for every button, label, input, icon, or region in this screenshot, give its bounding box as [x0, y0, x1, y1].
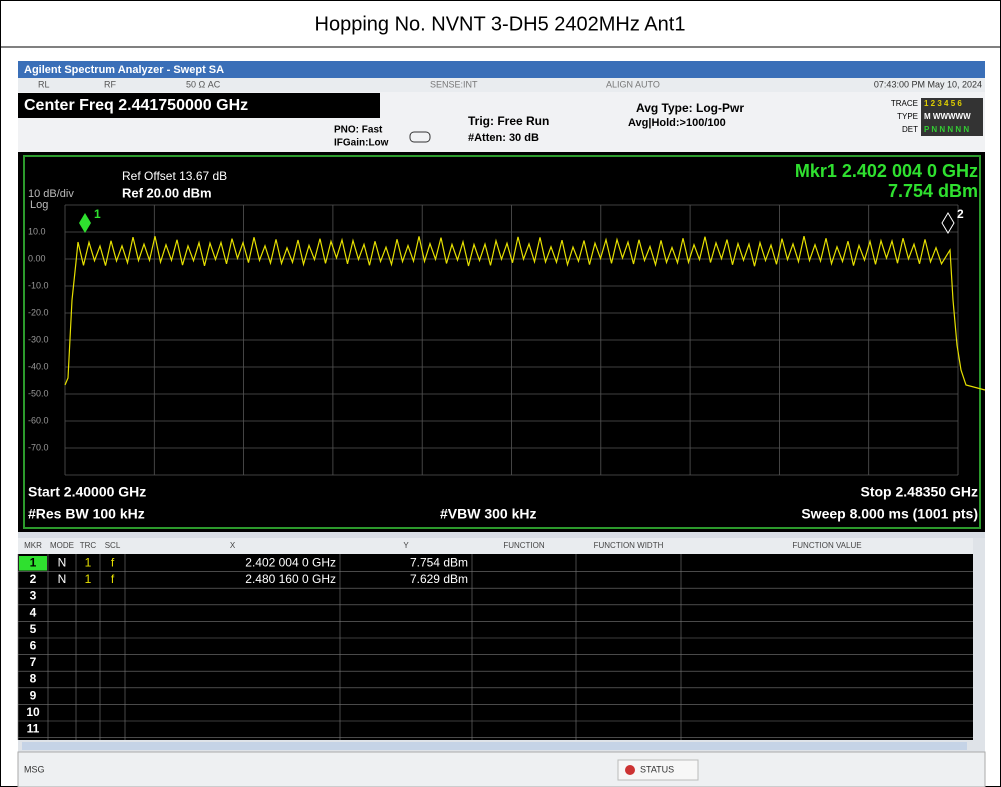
table-cell: 7 [30, 655, 37, 669]
status-align: ALIGN AUTO [606, 79, 660, 89]
table-header-cell: MKR [24, 541, 42, 550]
table-cell: 1 [85, 572, 92, 586]
table-cell: 1 [85, 555, 92, 569]
trace-box [921, 98, 983, 136]
marker-2-label: 2 [957, 207, 964, 221]
type-value: M WWWWW [924, 112, 971, 121]
h-scroll-thumb[interactable] [22, 742, 967, 750]
trig-icon [409, 131, 431, 143]
y-label: -70.0 [28, 442, 49, 452]
status-button[interactable] [617, 759, 699, 781]
table-cell: 5 [30, 622, 37, 636]
marker-table: MKR MODE TRC SCL X Y FUNCTION FUNCTION WIDTH FUN… [17, 541, 973, 740]
table-cell: 2.402 004 0 GHz [245, 555, 336, 569]
trace [64, 235, 986, 391]
center-freq: Center Freq 2.441750000 GHz [24, 97, 248, 114]
y-label: 10.0 [28, 226, 46, 236]
trig: Trig: Free Run [468, 114, 549, 128]
center-freq-box [18, 93, 380, 118]
marker-1-label: 1 [94, 207, 101, 221]
screen-border [23, 155, 981, 529]
trace-nums: 1 2 3 4 5 6 [924, 99, 962, 108]
status-rf: RF [104, 79, 116, 89]
scale: 10 dB/div [28, 188, 74, 200]
ref-level: Ref 20.00 dBm [122, 185, 212, 200]
table-cell: 4 [30, 605, 37, 619]
ref-offset: Ref Offset 13.67 dB [122, 169, 227, 183]
table-cell: 3 [30, 589, 37, 603]
status-bar [17, 751, 986, 787]
window-titlebar [18, 61, 985, 78]
stop-freq: Stop 2.48350 GHz [861, 484, 979, 500]
table-cell: N [58, 572, 67, 586]
status-impedance: 50 Ω AC [186, 79, 221, 89]
page-title: Hopping No. NVNT 3-DH5 2402MHz Ant1 [315, 13, 686, 35]
rbw: #Res BW 100 kHz [28, 506, 145, 522]
vbw: #VBW 300 kHz [440, 506, 536, 522]
window-title: Agilent Spectrum Analyzer - Swept SA [24, 64, 224, 76]
table-cell: 10 [26, 705, 40, 719]
marker-2 [941, 212, 955, 234]
msg: MSG [24, 764, 45, 774]
table-header-cell: FUNCTION [503, 541, 545, 550]
table-cell: f [111, 572, 115, 586]
table-cell: 1 [30, 555, 37, 569]
y-label: -20.0 [28, 307, 49, 317]
table-cell: N [58, 555, 67, 569]
table-header-cell: SCL [105, 541, 121, 550]
sweep: Sweep 8.000 ms (1001 pts) [801, 506, 978, 522]
table-cell: 9 [30, 688, 37, 702]
table-cell: 11 [27, 721, 40, 735]
status[interactable]: STATUS [640, 764, 674, 774]
screen [18, 152, 985, 532]
y-label: -50.0 [28, 388, 49, 398]
table-cell: 7.754 dBm [410, 555, 468, 569]
status-icon [625, 765, 635, 775]
avg-hold: Avg|Hold:>100/100 [628, 117, 726, 129]
status-rl: RL [38, 79, 50, 89]
det-label: DET [902, 125, 918, 134]
y-label: 0.00 [28, 253, 46, 263]
trace-label: TRACE [891, 99, 918, 108]
table-cell: 6 [30, 638, 37, 652]
y-label: -60.0 [28, 415, 49, 425]
y-label: -30.0 [28, 334, 49, 344]
table-cell: 2 [30, 572, 37, 586]
status-sense: SENSE:INT [430, 79, 478, 89]
marker-level: 7.754 dBm [888, 181, 978, 201]
det-value: P N N N N N [924, 125, 969, 134]
table-cell: 7.629 dBm [410, 572, 468, 586]
table-cell: 2.480 160 0 GHz [245, 572, 336, 586]
log: Log [30, 199, 48, 211]
status-row [18, 78, 985, 92]
type-label: TYPE [897, 112, 918, 121]
y-label: -40.0 [28, 361, 49, 371]
table-header-cell: FUNCTION WIDTH [594, 541, 664, 550]
y-label: -10.0 [28, 280, 49, 290]
pno: PNO: Fast [334, 125, 383, 136]
marker-1 [79, 213, 91, 233]
table-header-cell: MODE [50, 541, 74, 550]
table-header-cell: Y [403, 541, 409, 550]
table-header [18, 538, 985, 554]
table-cell: f [111, 555, 115, 569]
marker-freq: Mkr1 2.402 004 0 GHz [795, 161, 978, 181]
if-gain: IFGain:Low [334, 138, 389, 149]
row-highlight [19, 556, 47, 571]
table-header-cell: TRC [80, 541, 97, 550]
v-scrollbar [973, 538, 985, 740]
atten: #Atten: 30 dB [468, 132, 539, 144]
status-datetime: 07:43:00 PM May 10, 2024 [874, 79, 982, 89]
table-cell: 8 [30, 672, 37, 686]
table-header-cell: X [230, 541, 236, 550]
table-header-cell: FUNCTION VALUE [792, 541, 861, 550]
table-body [18, 554, 973, 740]
avg-type: Avg Type: Log-Pwr [636, 101, 744, 115]
start-freq: Start 2.40000 GHz [28, 484, 146, 500]
